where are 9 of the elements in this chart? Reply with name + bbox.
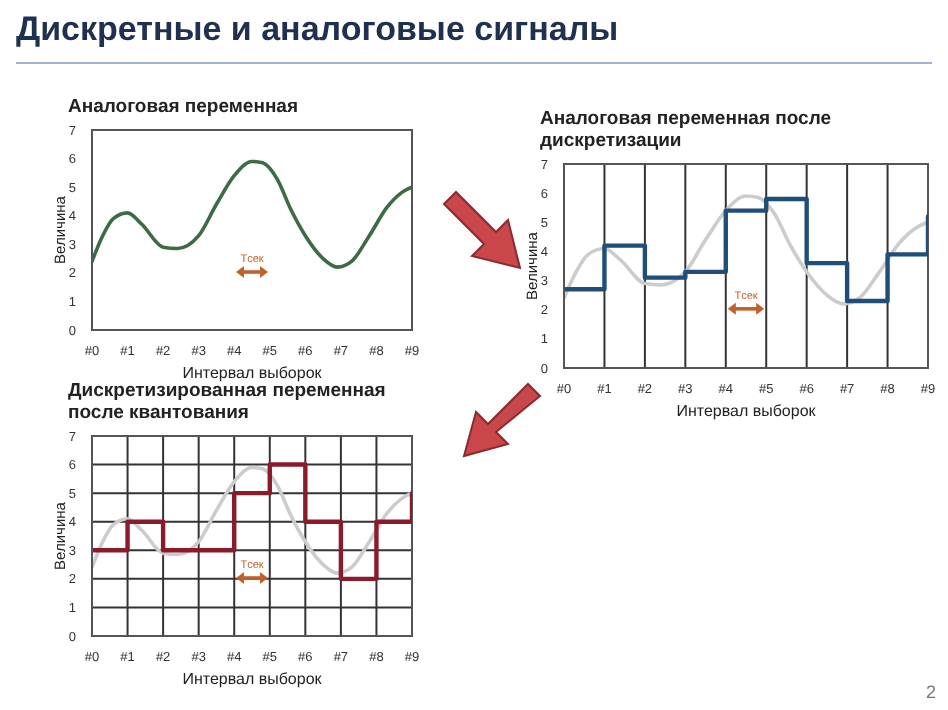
text: 2 bbox=[925, 682, 936, 702]
chart-title: Аналоговая переменная bbox=[66, 96, 301, 118]
text: Дискретные и аналоговые сигналы bbox=[16, 10, 619, 50]
chart-title: Аналоговая переменная после дискретизации bbox=[538, 108, 834, 152]
chart-title: Дискретизированная переменная после квантования bbox=[66, 380, 388, 424]
x-axis-title: Интервал выборок bbox=[676, 402, 817, 420]
line-series bbox=[92, 159, 412, 269]
x-axis-title: Интервал выборок bbox=[182, 364, 323, 382]
x-axis-title: Интервал выборок bbox=[182, 670, 323, 688]
